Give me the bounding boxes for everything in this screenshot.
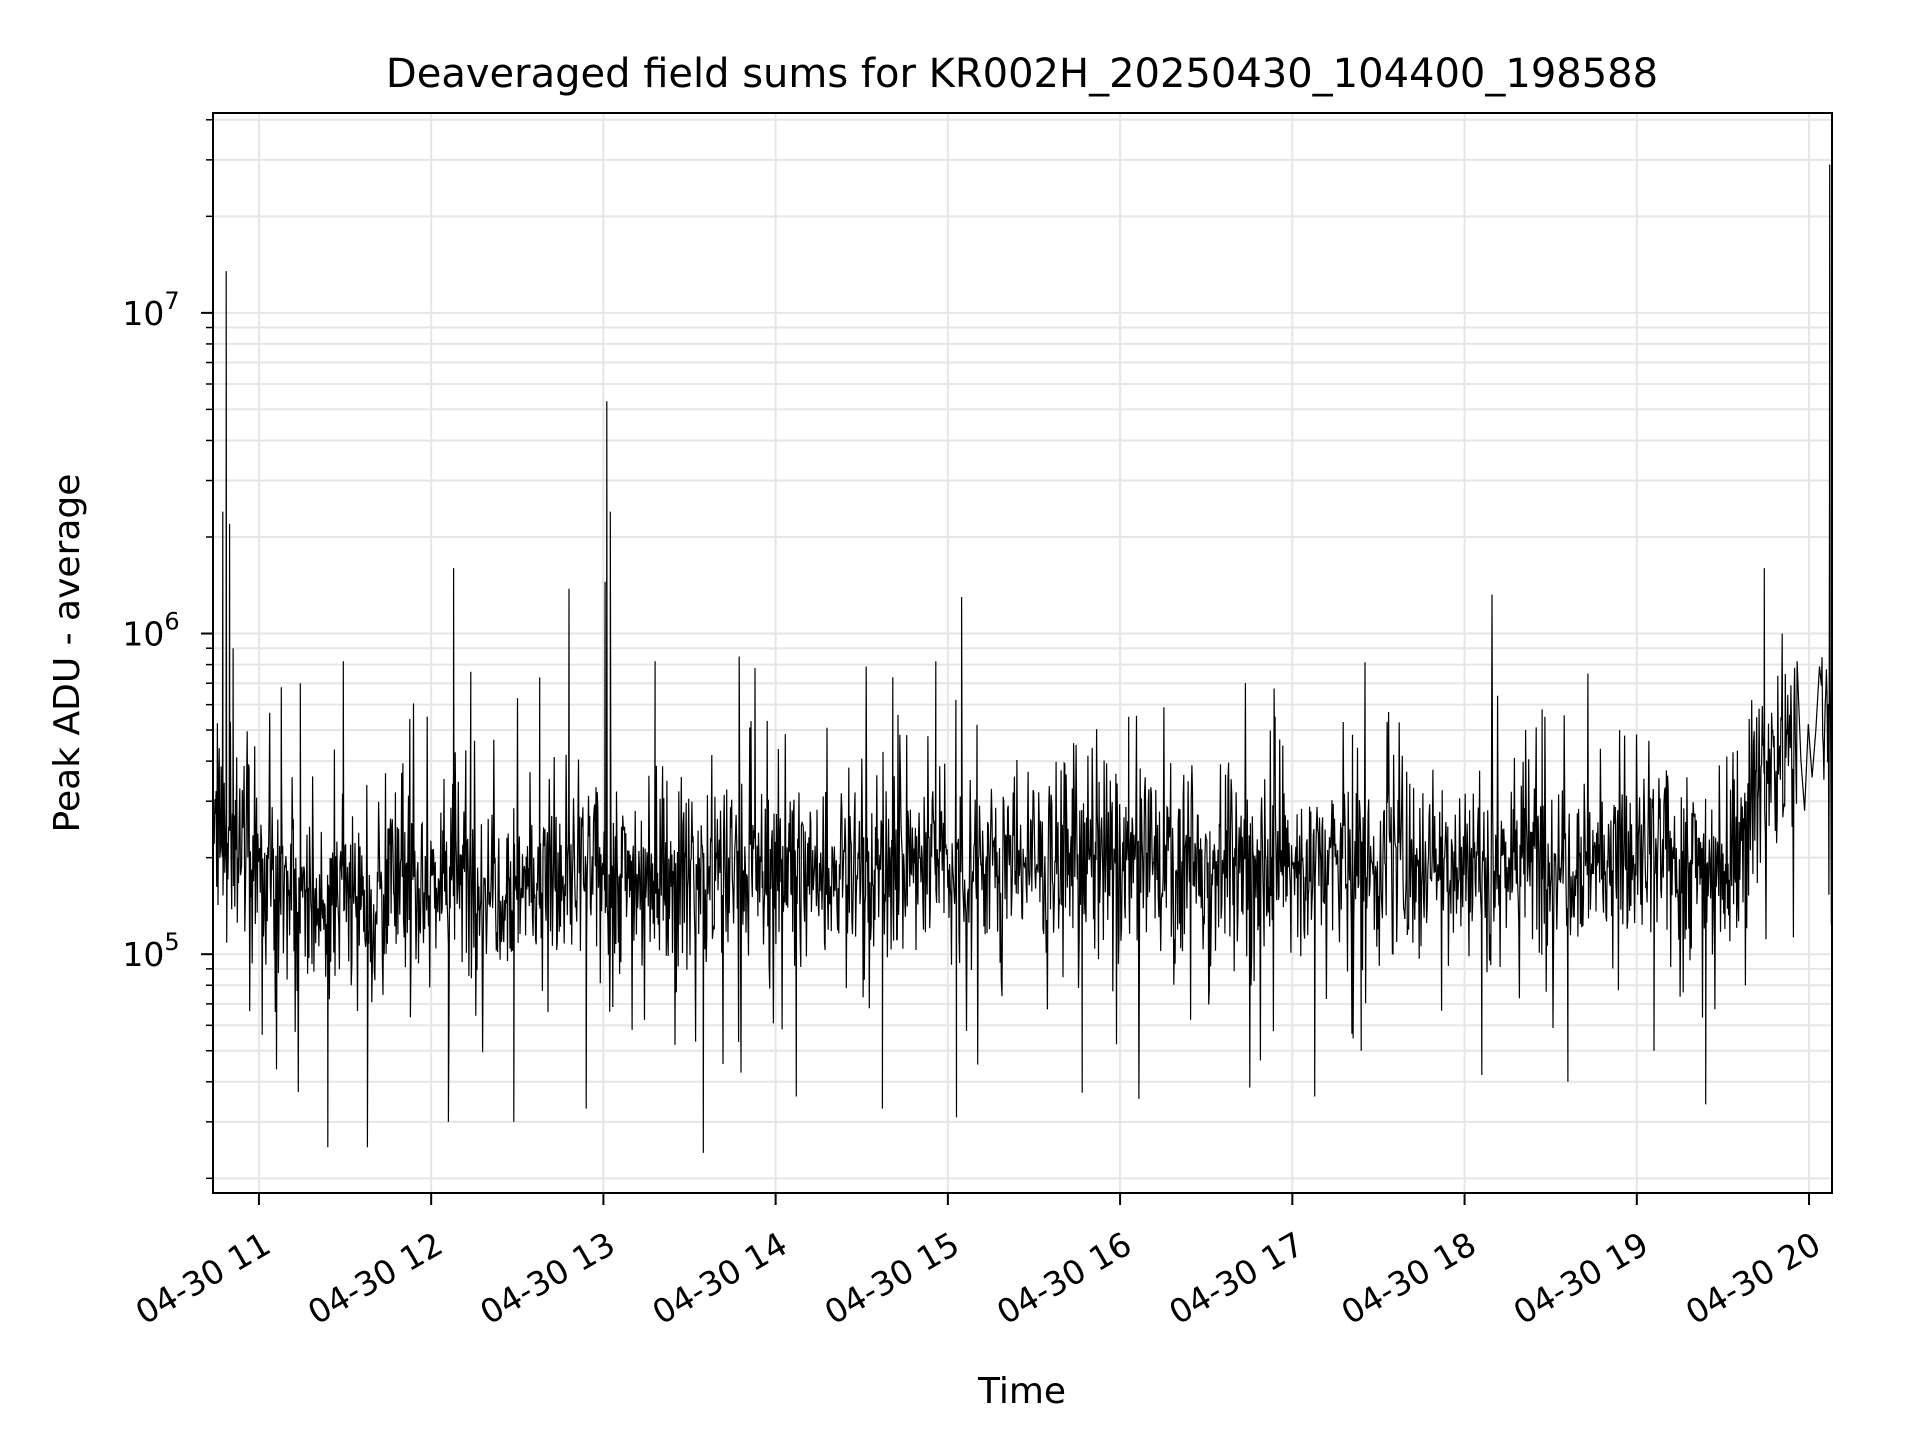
y-tick-base: 10 [122, 294, 164, 333]
x-axis-label: Time [977, 1371, 1066, 1412]
data-series-line [213, 164, 1832, 1153]
y-tick-label: 106 [122, 608, 179, 654]
x-tick-label: 04-30 15 [818, 1224, 966, 1332]
y-tick-base: 10 [122, 935, 164, 974]
x-axis: 04-30 11 04-30 12 04-30 13 04-30 14 04-30 15… [129, 1193, 1827, 1332]
x-tick-label: 04-30 19 [1507, 1224, 1655, 1332]
y-tick-exponent: 5 [164, 928, 179, 956]
y-tick-label: 105 [122, 928, 179, 974]
y-tick-exponent: 6 [164, 608, 179, 636]
x-tick-label: 04-30 11 [129, 1224, 277, 1332]
grid-layer [213, 113, 1832, 1193]
y-tick-label: 107 [122, 287, 179, 333]
x-tick-label: 04-30 20 [1679, 1224, 1827, 1332]
x-tick-label: 04-30 12 [301, 1224, 449, 1332]
y-tick-base: 10 [122, 615, 164, 654]
x-tick-label: 04-30 14 [646, 1224, 794, 1332]
y-axis-label: Peak ADU - average [47, 474, 88, 833]
x-tick-label: 04-30 18 [1335, 1224, 1483, 1332]
chart-title: Deaveraged field sums for KR002H_2025043… [386, 51, 1658, 97]
x-tick-label: 04-30 17 [1162, 1224, 1310, 1332]
y-tick-exponent: 7 [164, 287, 179, 315]
series-layer [213, 164, 1832, 1153]
plot-frame [212, 112, 1833, 1194]
x-tick-label: 04-30 13 [473, 1224, 621, 1332]
x-tick-label: 04-30 16 [990, 1224, 1138, 1332]
